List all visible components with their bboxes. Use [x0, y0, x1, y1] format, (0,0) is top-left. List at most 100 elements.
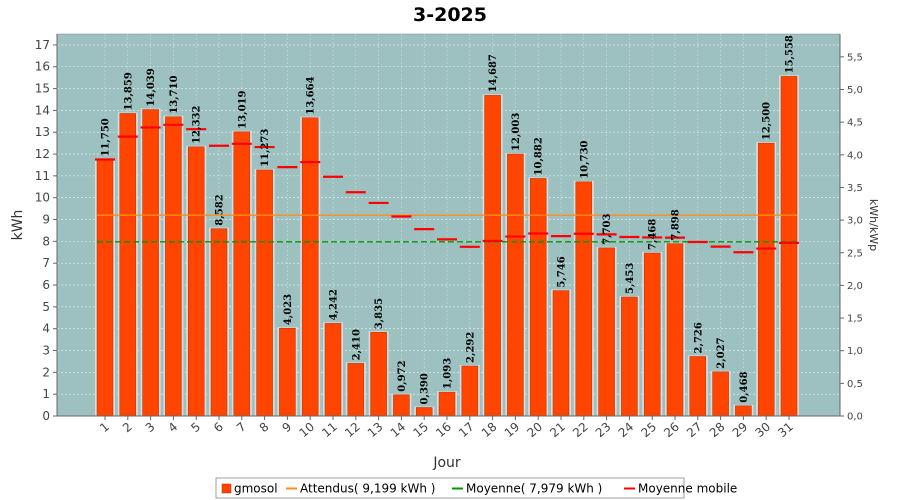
value-label: 0,972 [397, 360, 408, 391]
y-tick-label: 4 [42, 322, 50, 336]
y-axis-label-right: kWh/kWp [867, 199, 880, 251]
legend-item-label: gmosol [234, 482, 278, 496]
x-tick-label: 18 [479, 420, 500, 441]
moving-average-series [95, 123, 799, 254]
value-label: 4,242 [329, 289, 340, 320]
x-tick-label: 14 [388, 420, 409, 441]
value-label: 7,898 [671, 209, 682, 240]
x-tick-label: 5 [188, 420, 203, 436]
bar [689, 356, 707, 417]
y-tick-label: 2 [42, 365, 50, 379]
bar [598, 247, 615, 417]
bar [529, 178, 547, 417]
x-tick-label: 23 [593, 420, 614, 441]
y-right-tick-label: 3,5 [847, 183, 863, 194]
bar [575, 181, 593, 417]
x-tick-label: 27 [684, 420, 705, 441]
legend-item-label: Moyenne( 7,979 kWh ) [466, 482, 602, 496]
y-tick-label: 13 [35, 125, 50, 139]
y-right-tick-label: 2,0 [847, 281, 863, 292]
value-label: 2,027 [716, 337, 727, 368]
x-tick-label: 25 [638, 420, 659, 441]
legend-item-label: Moyenne mobile [638, 482, 737, 496]
bar [757, 142, 775, 417]
y-right-tick-label: 0,0 [847, 412, 863, 423]
x-tick-label: 16 [433, 420, 454, 441]
x-tick-label: 26 [661, 420, 682, 441]
value-label: 10,730 [579, 140, 590, 178]
y-tick-label: 8 [42, 234, 50, 248]
legend: gmosol Attendus( 9,199 kWh ) Moyenne( 7,97… [215, 477, 737, 499]
bar [96, 159, 114, 417]
y-tick-label: 15 [35, 82, 50, 96]
bar [370, 332, 387, 417]
x-tick-label: 30 [752, 420, 773, 441]
y-right-tick-label: 1,5 [847, 314, 863, 325]
bar [187, 146, 205, 417]
chart-title: 3-2025 [413, 4, 487, 26]
legend-swatch [221, 483, 232, 494]
value-label: 13,664 [306, 76, 317, 114]
bar [142, 109, 159, 417]
value-label: 13,019 [237, 91, 248, 129]
value-label: 4,023 [283, 294, 294, 325]
x-tick-label: 10 [296, 420, 317, 441]
x-tick-label: 21 [547, 420, 568, 441]
value-label: 1,093 [443, 358, 454, 389]
x-tick-label: 20 [524, 420, 545, 441]
x-tick-label: 4 [165, 420, 180, 436]
x-tick-label: 1 [97, 420, 112, 436]
value-label: 5,453 [625, 263, 636, 294]
value-label: 10,882 [534, 137, 545, 175]
value-label: 12,003 [511, 113, 522, 151]
y-right-tick-label: 3,0 [847, 216, 863, 227]
reference-lines [97, 214, 797, 243]
y-tick-label: 0 [42, 409, 50, 423]
x-tick-label: 28 [707, 420, 728, 441]
y-right-tick-label: 0,5 [847, 379, 863, 390]
legend-item-label: Attendus( 9,199 kWh ) [300, 482, 435, 496]
y-tick-label: 17 [35, 38, 50, 52]
y-right-tick-label: 1,0 [847, 346, 863, 357]
bar [324, 323, 342, 417]
bar [256, 169, 273, 417]
bar [621, 296, 638, 417]
x-axis-label: Jour [432, 455, 461, 471]
value-label: 14,687 [488, 54, 499, 92]
y-tick-label: 1 [42, 387, 50, 401]
bar [347, 363, 365, 417]
value-label: 7,703 [602, 213, 613, 244]
value-label: 11,273 [260, 129, 271, 167]
x-tick-label: 17 [456, 420, 477, 441]
x-tick-label: 19 [502, 420, 523, 441]
y-tick-label: 7 [42, 256, 50, 270]
value-label: 14,039 [146, 68, 157, 106]
x-tick-label: 24 [616, 420, 637, 441]
x-tick-label: 29 [730, 420, 751, 441]
x-tick-label: 22 [570, 420, 591, 441]
value-label: 2,410 [351, 329, 362, 360]
value-label: 12,500 [762, 102, 773, 140]
y-tick-label: 16 [35, 60, 50, 74]
value-label: 0,468 [739, 371, 750, 402]
x-axis: 1 2 3 4 5 6 7 8 9 10 11 12 13 14 15 16 17 18 19 20 21 22 23 24 2… [57, 415, 840, 441]
y-axis-right: 0,0 0,5 1,0 1,5 2,0 2,5 3,0 3,5 4,0 4,5 5,0 5,5 [839, 34, 863, 423]
x-tick-label: 7 [234, 420, 249, 436]
y-tick-label: 3 [42, 344, 50, 358]
x-tick-label: 12 [342, 420, 363, 441]
value-label: 8,582 [215, 194, 226, 225]
y-right-tick-label: 4,0 [847, 150, 863, 161]
y-tick-label: 6 [42, 278, 50, 292]
value-label: 7,468 [648, 219, 659, 250]
x-tick-label: 9 [279, 420, 294, 436]
y-tick-label: 5 [42, 300, 50, 314]
value-label: 2,292 [465, 332, 476, 363]
y-tick-label: 14 [35, 103, 50, 117]
bar [484, 95, 501, 417]
value-label: 2,726 [693, 322, 704, 353]
x-tick-label: 6 [211, 420, 226, 436]
y-right-tick-label: 5,0 [847, 85, 863, 96]
x-tick-label: 11 [319, 420, 340, 441]
legend-box [215, 477, 685, 499]
